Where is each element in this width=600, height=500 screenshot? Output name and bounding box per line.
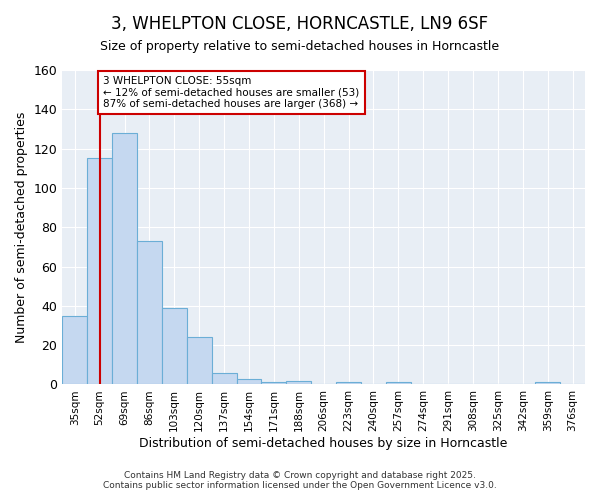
Y-axis label: Number of semi-detached properties: Number of semi-detached properties: [15, 112, 28, 343]
Bar: [112, 133, 137, 384]
Bar: [162, 308, 187, 384]
Bar: [336, 382, 361, 384]
Text: Size of property relative to semi-detached houses in Horncastle: Size of property relative to semi-detach…: [100, 40, 500, 53]
Bar: [236, 378, 262, 384]
Bar: [87, 158, 112, 384]
Bar: [262, 382, 286, 384]
Bar: [62, 316, 87, 384]
Bar: [187, 338, 212, 384]
Text: 3, WHELPTON CLOSE, HORNCASTLE, LN9 6SF: 3, WHELPTON CLOSE, HORNCASTLE, LN9 6SF: [112, 15, 488, 33]
Bar: [212, 372, 236, 384]
Bar: [286, 380, 311, 384]
Bar: [386, 382, 411, 384]
Text: 3 WHELPTON CLOSE: 55sqm
← 12% of semi-detached houses are smaller (53)
87% of se: 3 WHELPTON CLOSE: 55sqm ← 12% of semi-de…: [103, 76, 359, 109]
Bar: [137, 241, 162, 384]
Text: Contains HM Land Registry data © Crown copyright and database right 2025.
Contai: Contains HM Land Registry data © Crown c…: [103, 470, 497, 490]
X-axis label: Distribution of semi-detached houses by size in Horncastle: Distribution of semi-detached houses by …: [139, 437, 508, 450]
Bar: [535, 382, 560, 384]
